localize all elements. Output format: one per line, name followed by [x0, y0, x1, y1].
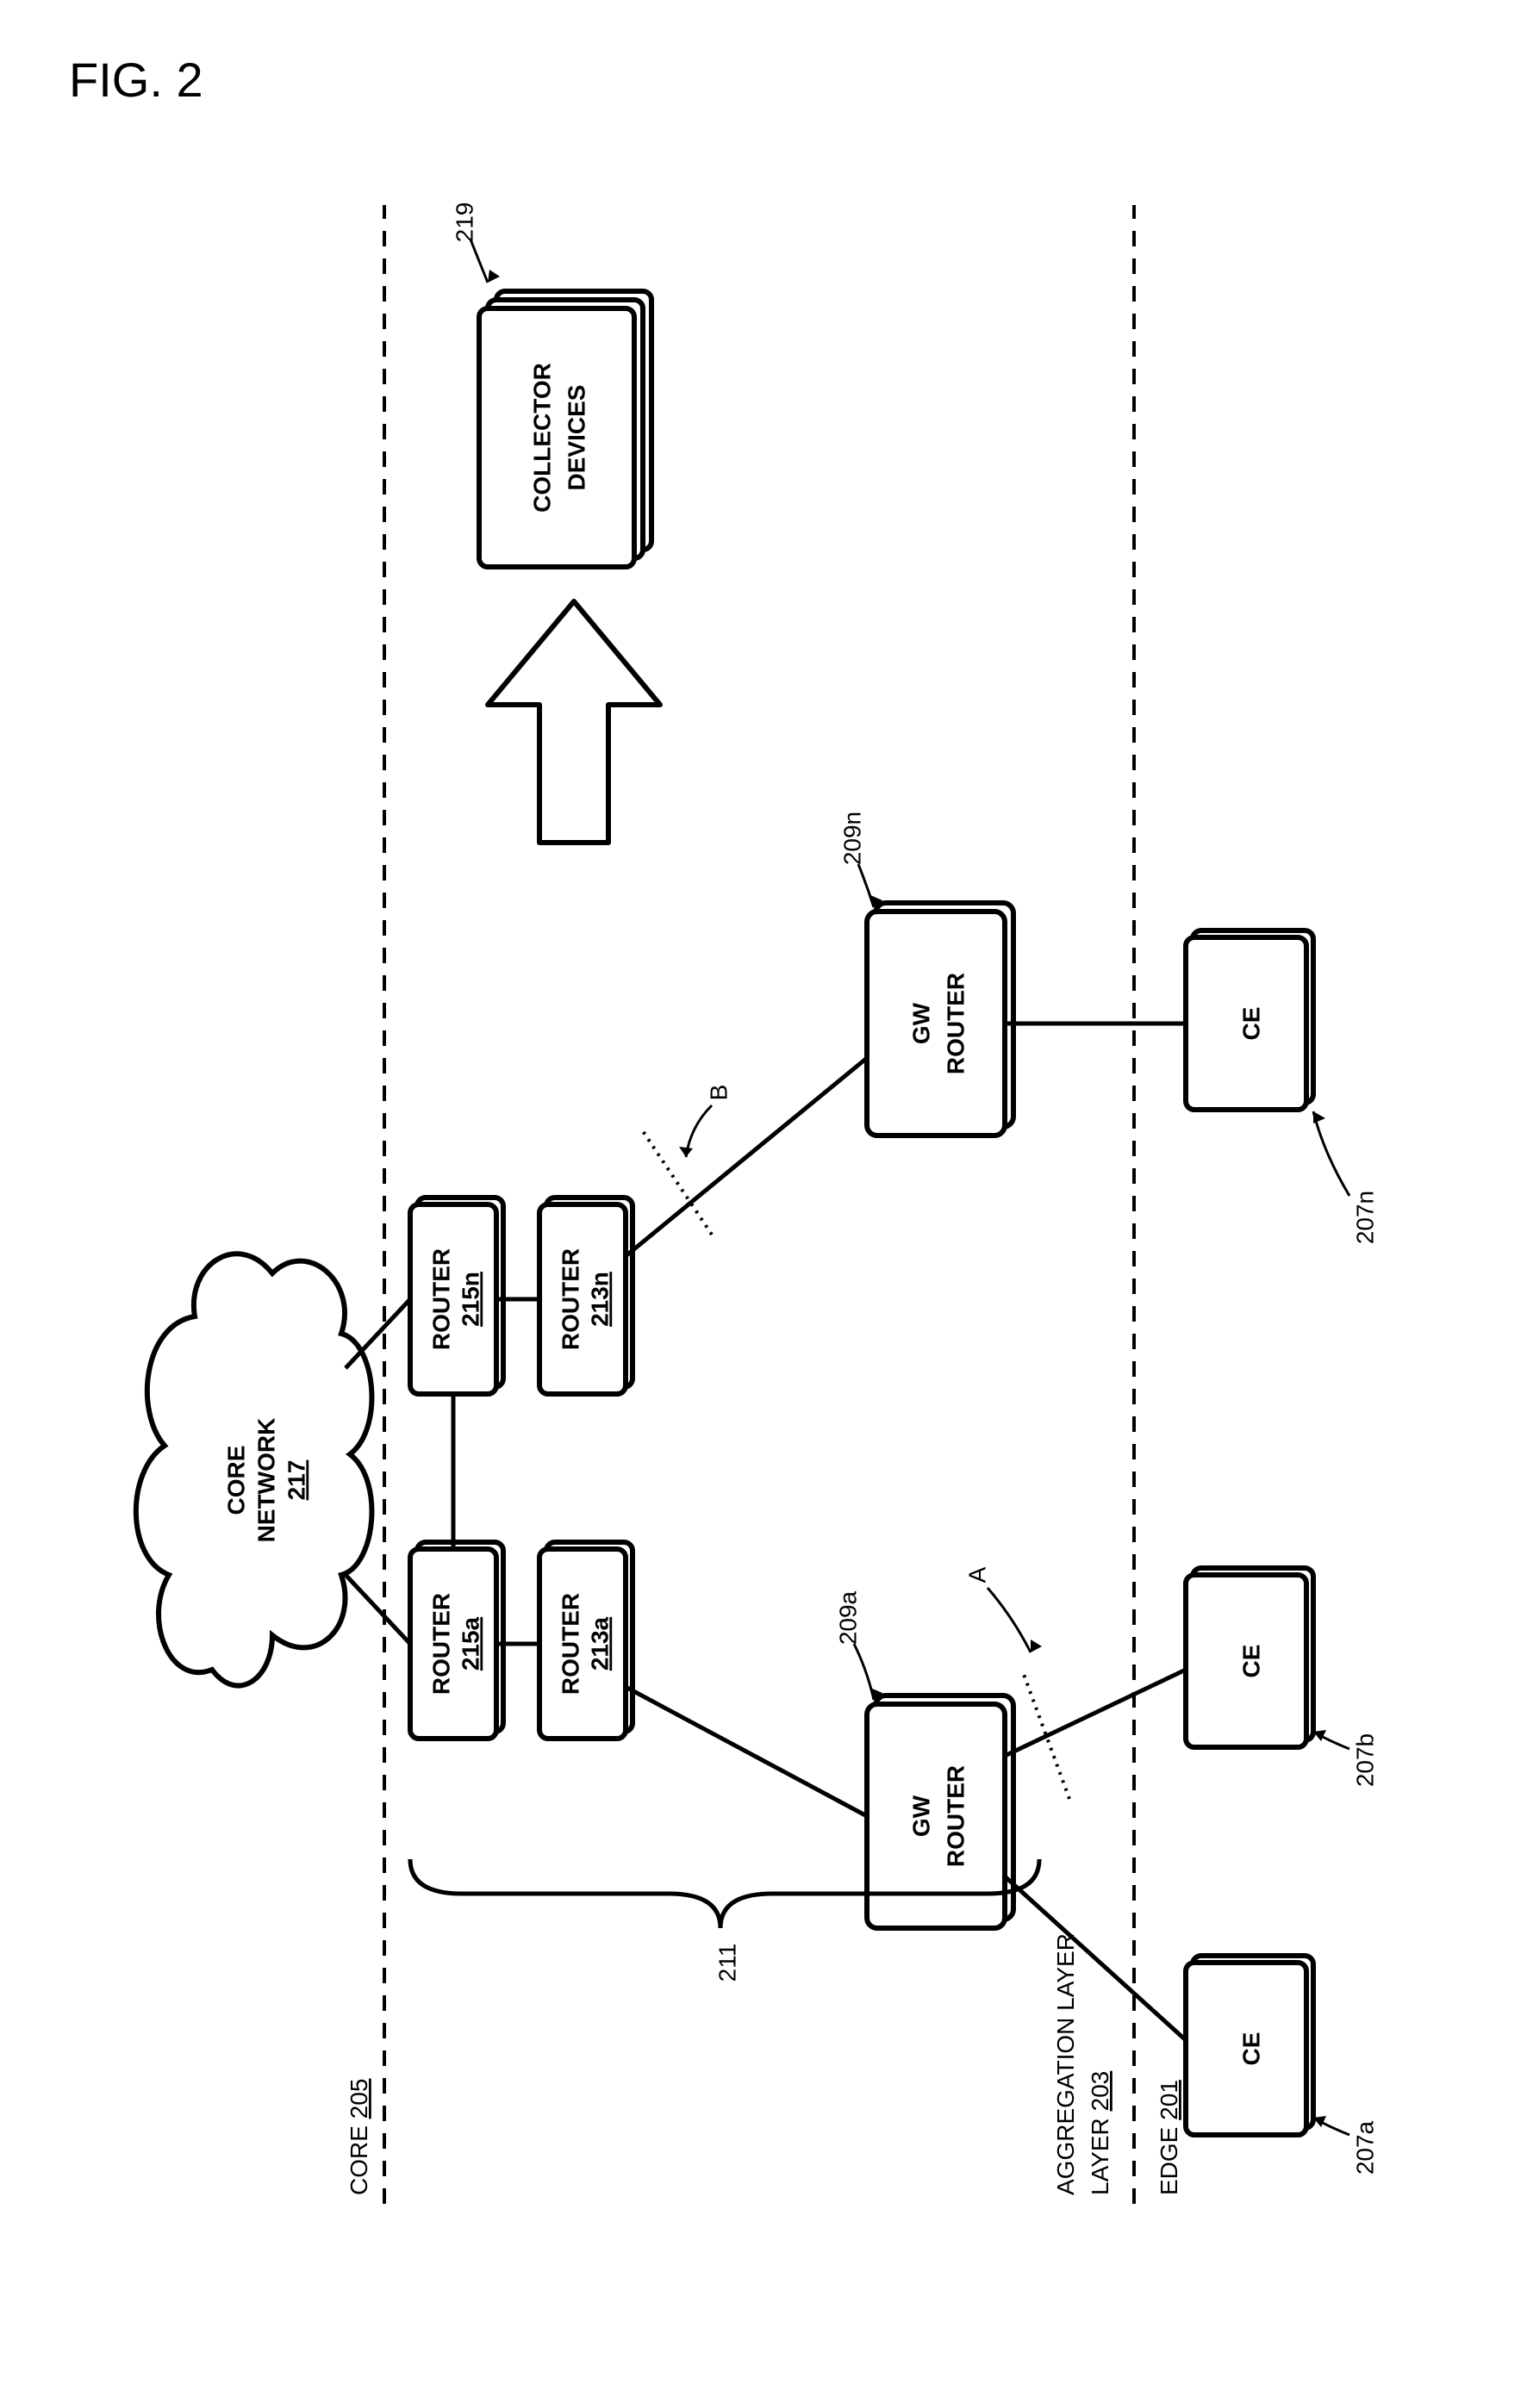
edge-layer-label: EDGE 201	[1156, 2080, 1182, 2195]
svg-text:ROUTER: ROUTER	[942, 972, 969, 1073]
collector-devices: COLLECTOR DEVICES	[479, 291, 651, 567]
brace-211-ref: 211	[714, 1943, 740, 1982]
link-213n-gwn	[626, 1058, 867, 1256]
collector-ref: 219	[451, 202, 477, 242]
router-215n: ROUTER 215n	[410, 1198, 503, 1394]
svg-text:CE: CE	[1237, 1644, 1264, 1677]
gw-209n-leader	[858, 864, 874, 907]
svg-text:ROUTER: ROUTER	[557, 1248, 583, 1349]
link-cloud-215a	[346, 1575, 410, 1644]
tap-b-label: B	[705, 1084, 732, 1100]
svg-text:213a: 213a	[586, 1616, 613, 1671]
ce-207n: CE	[1186, 930, 1313, 1110]
network-diagram: CORE 205 AGGREGATION LAYER LAYER 203 EDG…	[117, 171, 1410, 2238]
link-gwa-ceb	[1005, 1670, 1186, 1756]
svg-text:COLLECTOR: COLLECTOR	[528, 363, 555, 513]
gw-209a-ref: 209a	[834, 1590, 861, 1645]
svg-text:215a: 215a	[457, 1616, 483, 1671]
svg-text:ROUTER: ROUTER	[942, 1764, 969, 1866]
gw-209a-leader	[854, 1644, 874, 1700]
core-network-ref: 217	[283, 1459, 309, 1500]
ce-207b: CE	[1186, 1568, 1313, 1747]
svg-text:DEVICES: DEVICES	[563, 384, 589, 490]
tap-b-leader-arrow	[679, 1147, 693, 1157]
svg-text:ROUTER: ROUTER	[427, 1248, 454, 1349]
agg-layer-label-2: LAYER 203	[1087, 2070, 1113, 2194]
agg-layer-label: AGGREGATION LAYER	[1052, 1933, 1079, 2195]
ce-207n-ref: 207n	[1351, 1190, 1378, 1243]
svg-text:ROUTER: ROUTER	[427, 1592, 454, 1694]
link-gwa-cea	[1005, 1876, 1186, 2040]
figure-title: FIG. 2	[69, 52, 203, 108]
core-network-label2: NETWORK	[252, 1417, 279, 1542]
svg-text:GW: GW	[907, 1002, 934, 1044]
link-213a-gwa	[626, 1687, 867, 1816]
gw-209n-ref: 209n	[838, 811, 865, 864]
block-arrow	[488, 601, 660, 843]
svg-text:GW: GW	[907, 1795, 934, 1837]
router-213a: ROUTER 213a	[539, 1542, 633, 1739]
svg-text:213n: 213n	[586, 1272, 613, 1327]
core-layer-label: CORE 205	[346, 2078, 372, 2194]
core-network-label: CORE	[222, 1445, 249, 1515]
tap-a-label: A	[963, 1566, 990, 1583]
router-213n: ROUTER 213n	[539, 1198, 633, 1394]
tap-a-mark	[1022, 1670, 1069, 1799]
tap-a-leader	[988, 1588, 1031, 1652]
svg-text:CE: CE	[1237, 1006, 1264, 1040]
router-215a: ROUTER 215a	[410, 1542, 503, 1739]
ce-207a-ref: 207a	[1351, 2120, 1378, 2175]
svg-text:215n: 215n	[457, 1272, 483, 1327]
ce-207a: CE	[1186, 1956, 1313, 2135]
gw-router-209n: GW ROUTER	[867, 903, 1013, 1136]
svg-text:ROUTER: ROUTER	[557, 1592, 583, 1694]
tap-b-mark	[643, 1131, 712, 1235]
link-cloud-215n	[346, 1299, 410, 1368]
svg-text:CE: CE	[1237, 2032, 1264, 2065]
ce-207b-ref: 207b	[1351, 1733, 1378, 1786]
